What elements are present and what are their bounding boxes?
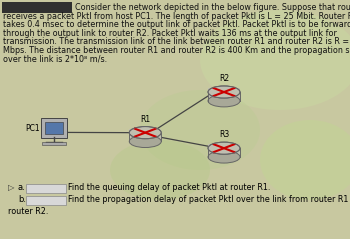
Text: transmission. The transmission link of the link between router R1 and router R2 : transmission. The transmission link of t… bbox=[3, 37, 350, 46]
Ellipse shape bbox=[200, 10, 350, 110]
Ellipse shape bbox=[208, 151, 240, 163]
FancyBboxPatch shape bbox=[41, 119, 67, 138]
FancyBboxPatch shape bbox=[208, 88, 240, 103]
Ellipse shape bbox=[208, 86, 240, 98]
Text: receives a packet Pktl from host PC1. The length of packet Pktl is L = 25 Mbit. : receives a packet Pktl from host PC1. Th… bbox=[3, 11, 350, 21]
Text: b.: b. bbox=[18, 195, 26, 204]
Ellipse shape bbox=[129, 135, 161, 147]
Text: R3: R3 bbox=[219, 130, 229, 139]
Text: Consider the network depicted in the below figure. Suppose that router R1: Consider the network depicted in the bel… bbox=[75, 3, 350, 12]
Ellipse shape bbox=[208, 95, 240, 107]
FancyBboxPatch shape bbox=[42, 142, 66, 145]
Text: through the output link to router R2. Packet Pktl waits 136 ms at the output lin: through the output link to router R2. Pa… bbox=[3, 28, 337, 38]
Ellipse shape bbox=[208, 142, 240, 154]
FancyBboxPatch shape bbox=[129, 129, 161, 143]
Text: R2: R2 bbox=[219, 74, 229, 83]
Text: over the link is 2*10⁸ m/s.: over the link is 2*10⁸ m/s. bbox=[3, 54, 107, 63]
Ellipse shape bbox=[110, 140, 210, 200]
Text: Find the queuing delay of packet Pktl at router R1.: Find the queuing delay of packet Pktl at… bbox=[68, 183, 270, 192]
Ellipse shape bbox=[260, 120, 350, 200]
Text: Mbps. The distance between router R1 and router R2 is 400 Km and the propagation: Mbps. The distance between router R1 and… bbox=[3, 45, 350, 54]
Text: PC1: PC1 bbox=[26, 124, 40, 133]
FancyBboxPatch shape bbox=[2, 2, 72, 13]
Text: router R2.: router R2. bbox=[8, 207, 48, 216]
Ellipse shape bbox=[140, 90, 260, 170]
Text: Find the propagation delay of packet Pktl over the link from router R1 to: Find the propagation delay of packet Pkt… bbox=[68, 195, 350, 204]
FancyBboxPatch shape bbox=[208, 144, 240, 159]
Text: takes 0.4 msec to determine the output link of packet Pktl. Packet Pktl is to be: takes 0.4 msec to determine the output l… bbox=[3, 20, 350, 29]
FancyBboxPatch shape bbox=[26, 196, 66, 205]
Text: a.: a. bbox=[18, 183, 26, 192]
Text: R1: R1 bbox=[140, 114, 150, 124]
FancyBboxPatch shape bbox=[45, 122, 63, 134]
FancyBboxPatch shape bbox=[26, 184, 66, 193]
Text: ▷: ▷ bbox=[8, 183, 14, 192]
Ellipse shape bbox=[129, 127, 161, 139]
